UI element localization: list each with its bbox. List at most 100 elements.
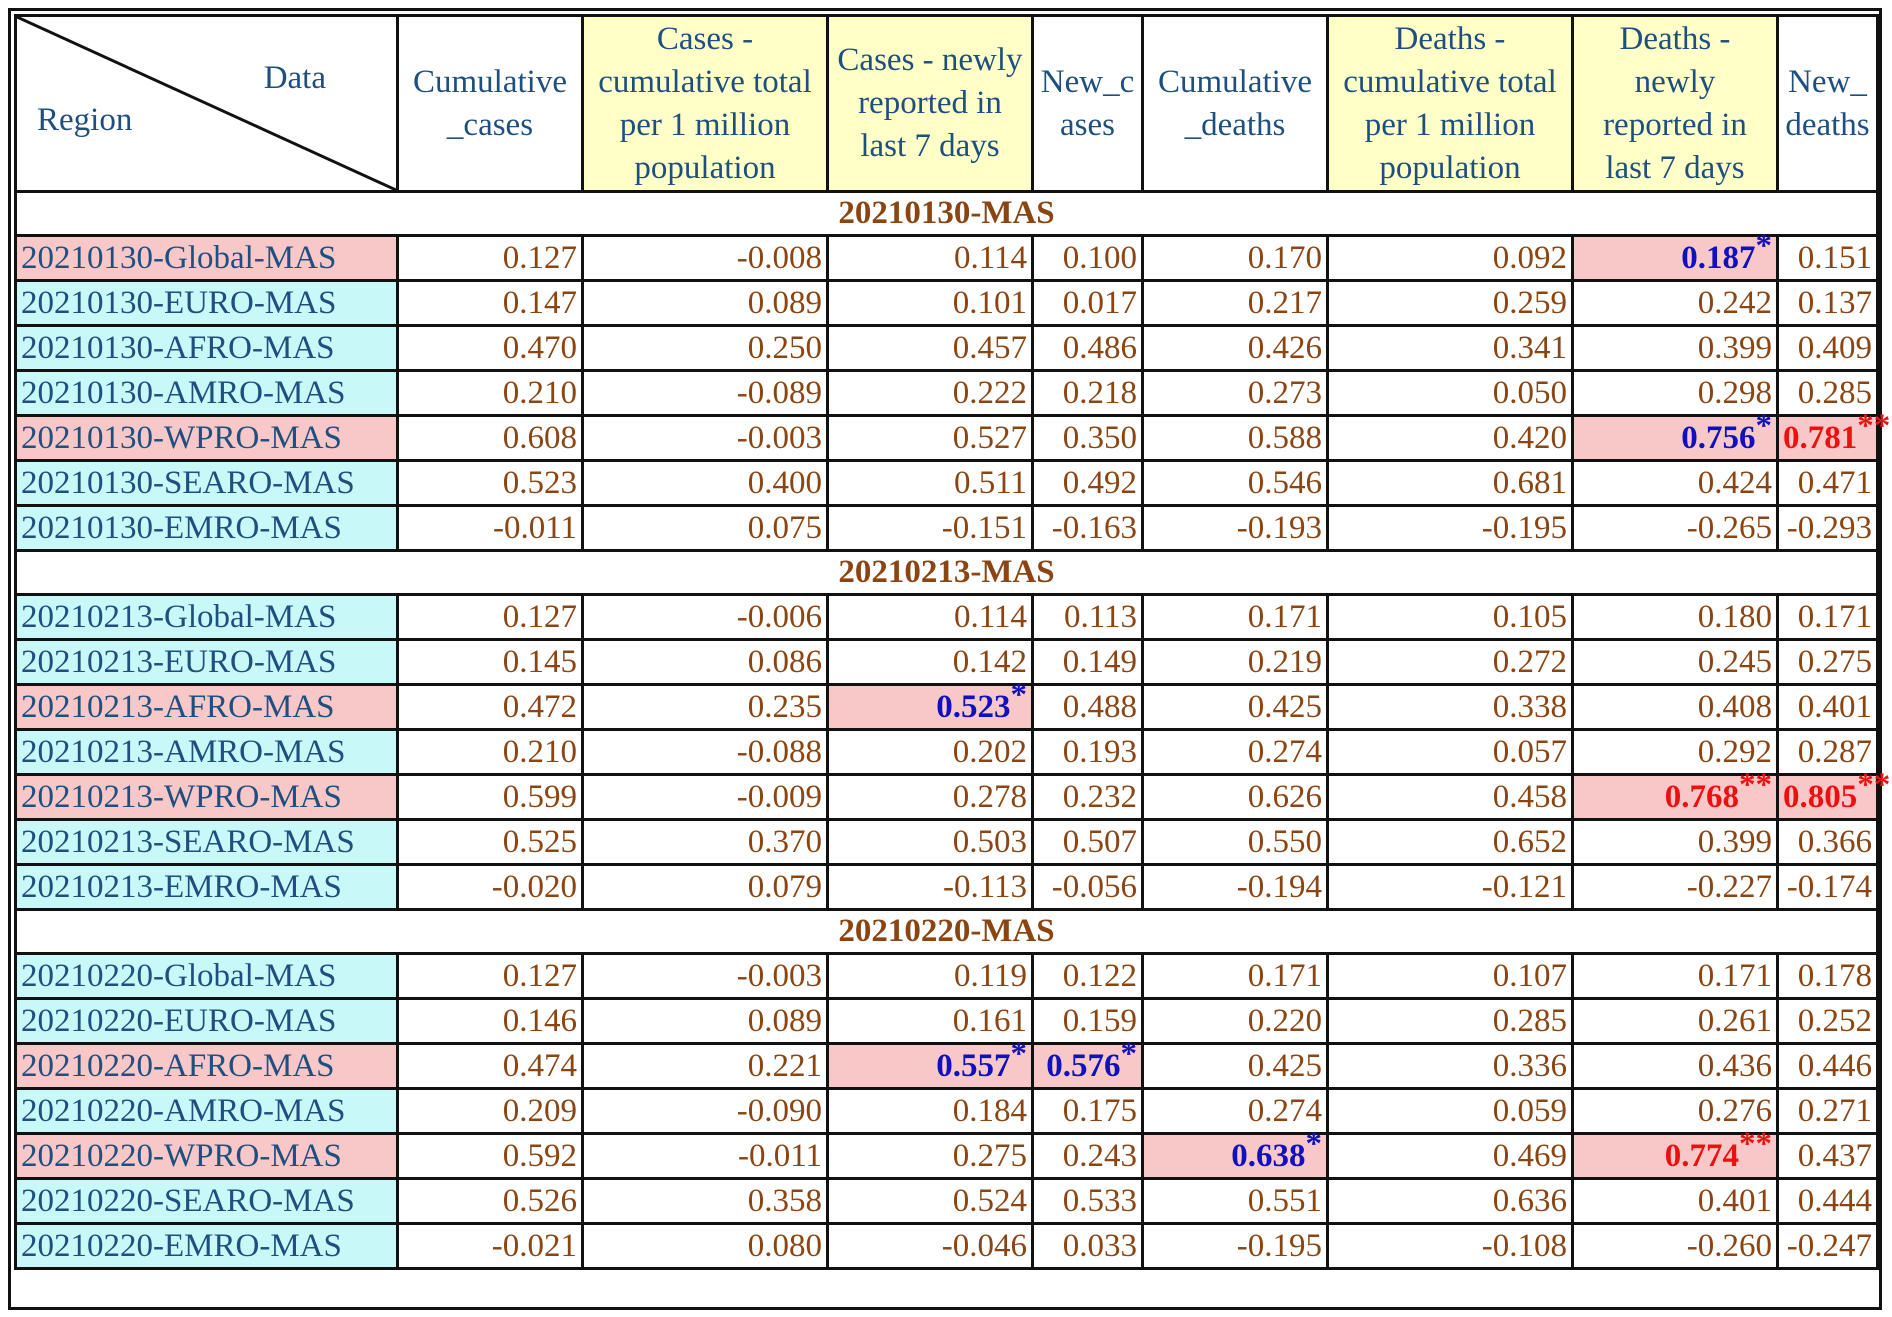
value-cell: 0.276 <box>1571 1087 1779 1135</box>
value-cell: 0.444 <box>1776 1177 1879 1225</box>
value-cell: 0.171 <box>1776 593 1879 641</box>
value-text: 0.399 <box>1697 823 1772 860</box>
region-cell: 20210130-Global-MAS <box>14 234 399 282</box>
value-text: -0.006 <box>736 598 822 635</box>
value-cell: 0.271 <box>1776 1087 1879 1135</box>
value-text: 0.245 <box>1697 643 1772 680</box>
value-cell: 0.220 <box>1141 997 1329 1045</box>
table-row: 20210130-AFRO-MAS 0.470 0.250 0.457 0.486 0.4… <box>14 324 1879 372</box>
value-cell: 0.426 <box>1141 324 1329 372</box>
value-cell: 0.175 <box>1031 1087 1144 1135</box>
value-cell: 0.626 <box>1141 773 1329 821</box>
value-cell: 0.149 <box>1031 638 1144 686</box>
region-cell: 20210220-SEARO-MAS <box>14 1177 399 1225</box>
column-header-deaths-per-million: Deaths - cumulative total per 1 million … <box>1326 14 1574 193</box>
value-cell: 0.184 <box>826 1087 1034 1135</box>
table-row: 20210220-WPRO-MAS 0.592 -0.011 0.275 0.243 0.… <box>14 1127 1879 1180</box>
value-cell: 0.245 <box>1571 638 1779 686</box>
value-cell: 0.202 <box>826 728 1034 776</box>
value-text: -0.151 <box>941 509 1027 546</box>
value-text: 0.127 <box>502 957 577 994</box>
value-text: -0.247 <box>1786 1227 1872 1264</box>
value-text: 0.437 <box>1797 1137 1872 1174</box>
value-cell: 0.652 <box>1326 818 1574 866</box>
value-text: -0.088 <box>736 733 822 770</box>
value-cell: 0.180 <box>1571 593 1779 641</box>
significance-marker: * <box>1120 1035 1138 1072</box>
value-cell: 0.551 <box>1141 1177 1329 1225</box>
value-cell: -0.009 <box>581 773 829 821</box>
region-cell: 20210130-EURO-MAS <box>14 279 399 327</box>
value-cell: 0.243 <box>1031 1132 1144 1180</box>
column-header-new-deaths: New_ deaths <box>1776 14 1879 193</box>
value-text: -0.020 <box>491 868 577 905</box>
region-data-corner-header: Data Region <box>14 14 399 193</box>
value-text: 0.470 <box>502 329 577 366</box>
value-text: 0.080 <box>747 1227 822 1264</box>
value-text: -0.174 <box>1786 868 1872 905</box>
value-cell: 0.511 <box>826 459 1034 507</box>
section-header-row: 20210130-MAS <box>14 190 1879 237</box>
value-cell: 0.057 <box>1326 728 1574 776</box>
column-header-deaths-last-7-days: Deaths - newly reported in last 7 days <box>1571 14 1779 193</box>
value-text: 0.250 <box>747 329 822 366</box>
value-cell: 0.161 <box>826 997 1034 1045</box>
value-cell: 0.437 <box>1776 1132 1879 1180</box>
section-header-row: 20210213-MAS <box>14 549 1879 596</box>
value-text: 0.210 <box>502 733 577 770</box>
value-cell: -0.195 <box>1141 1222 1329 1270</box>
value-text: 0.471 <box>1797 464 1872 501</box>
region-cell: 20210130-AFRO-MAS <box>14 324 399 372</box>
value-cell: 0.636 <box>1326 1177 1574 1225</box>
value-cell: 0.638* <box>1141 1127 1329 1180</box>
value-text: 0.050 <box>1492 374 1567 411</box>
value-cell: 0.221 <box>581 1042 829 1090</box>
value-text: 0.122 <box>1062 957 1137 994</box>
value-cell: 0.507 <box>1031 818 1144 866</box>
value-cell: -0.151 <box>826 504 1034 552</box>
value-cell: 0.446 <box>1776 1042 1879 1090</box>
value-cell: 0.526 <box>396 1177 584 1225</box>
value-cell: 0.576* <box>1031 1037 1144 1090</box>
value-text: 0.350 <box>1062 419 1137 456</box>
value-text: 0.232 <box>1062 778 1137 815</box>
value-text: -0.195 <box>1236 1227 1322 1264</box>
value-text: 0.235 <box>747 688 822 725</box>
value-text: 0.220 <box>1247 1002 1322 1039</box>
value-cell: 0.127 <box>396 234 584 282</box>
value-cell: 0.146 <box>396 997 584 1045</box>
value-text: 0.243 <box>1062 1137 1137 1174</box>
significance-marker: ** <box>1739 766 1772 803</box>
value-text: 0.444 <box>1797 1182 1872 1219</box>
value-cell: 0.274 <box>1141 1087 1329 1135</box>
significance-marker: * <box>1010 676 1028 713</box>
value-text: 0.171 <box>1797 598 1872 635</box>
column-header-cumulative-deaths: Cumulative _deaths <box>1141 14 1329 193</box>
value-cell: -0.008 <box>581 234 829 282</box>
value-text: 0.488 <box>1062 688 1137 725</box>
value-text: 0.272 <box>1492 643 1567 680</box>
value-text: 0.101 <box>952 284 1027 321</box>
value-text: 0.171 <box>1247 598 1322 635</box>
value-cell: 0.086 <box>581 638 829 686</box>
value-cell: 0.599 <box>396 773 584 821</box>
corner-label-region: Region <box>37 102 133 138</box>
value-cell: 0.171 <box>1571 952 1779 1000</box>
table-row: 20210213-AMRO-MAS 0.210 -0.088 0.202 0.193 0.… <box>14 728 1879 776</box>
value-cell: 0.401 <box>1776 683 1879 731</box>
value-text: -0.021 <box>491 1227 577 1264</box>
table-row: 20210130-EURO-MAS 0.147 0.089 0.101 0.017 0.2… <box>14 279 1879 327</box>
value-text: 0.079 <box>747 868 822 905</box>
value-cell: 0.588 <box>1141 414 1329 462</box>
value-cell: -0.260 <box>1571 1222 1779 1270</box>
value-cell: 0.366 <box>1776 818 1879 866</box>
value-cell: 0.338 <box>1326 683 1574 731</box>
header-row: Data Region Cumulative _cases Cases - cu… <box>14 14 1879 193</box>
value-text: -0.003 <box>736 419 822 456</box>
value-text: 0.276 <box>1697 1092 1772 1129</box>
value-text: 0.652 <box>1492 823 1567 860</box>
value-text: 0.222 <box>952 374 1027 411</box>
value-cell: 0.370 <box>581 818 829 866</box>
value-cell: 0.474 <box>396 1042 584 1090</box>
table-row: 20210213-EMRO-MAS -0.020 0.079 -0.113 -0.056… <box>14 863 1879 911</box>
